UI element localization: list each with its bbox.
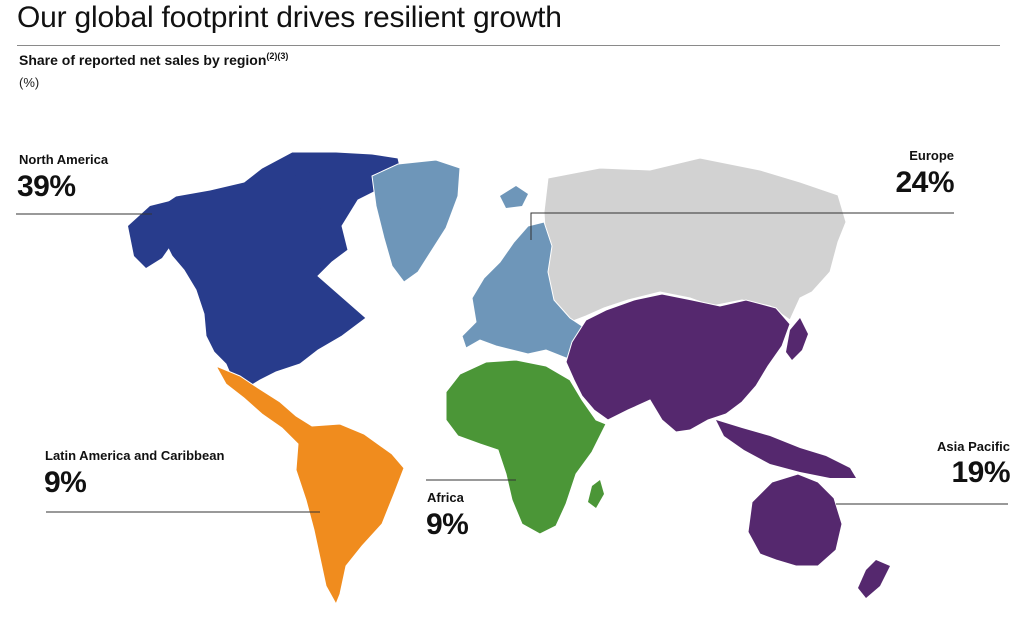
value-north-america: 39% <box>17 170 76 203</box>
map-region-north-america <box>151 151 403 391</box>
label-europe: Europe <box>909 148 954 163</box>
map-region-africa <box>445 359 607 535</box>
map-australia <box>747 473 843 567</box>
map-region-europe <box>461 221 591 359</box>
label-africa: Africa <box>427 490 464 505</box>
map-madagascar <box>588 480 604 508</box>
page-title: Our global footprint drives resilient gr… <box>17 1 562 34</box>
leader-line-europe <box>530 212 954 240</box>
footnote-refs: (2)(3) <box>266 51 289 61</box>
label-asia-pacific: Asia Pacific <box>937 439 1010 454</box>
map-arctic-islands <box>262 172 346 214</box>
subtitle-text: Share of reported net sales by region <box>19 52 267 68</box>
value-europe: 24% <box>895 166 954 199</box>
map-greenland <box>371 159 461 283</box>
value-africa: 9% <box>426 508 469 541</box>
map-region-asia-pacific <box>565 293 791 433</box>
label-north-america: North America <box>19 152 109 167</box>
chart-subtitle: Share of reported net sales by region(2)… <box>19 51 288 68</box>
label-latin-america: Latin America and Caribbean <box>45 448 225 463</box>
unit-label: (%) <box>19 75 40 90</box>
title-divider <box>17 45 1000 46</box>
map-southeast-asia-islands <box>716 420 856 478</box>
value-latin-america: 9% <box>44 466 87 499</box>
map-region-latin-america <box>214 364 405 606</box>
value-asia-pacific: 19% <box>951 456 1010 489</box>
map-japan <box>786 318 808 360</box>
map-alaska <box>128 200 184 268</box>
map-new-zealand <box>858 560 890 598</box>
map-iceland <box>500 186 528 208</box>
